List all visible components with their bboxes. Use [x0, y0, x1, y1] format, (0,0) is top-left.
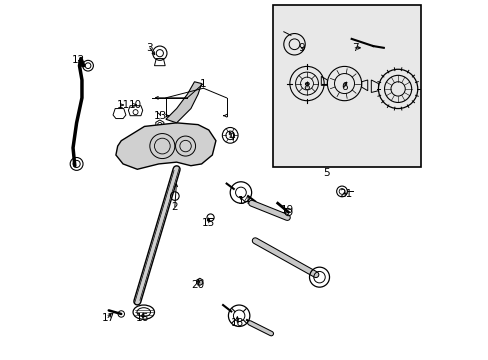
- Text: 7: 7: [351, 43, 358, 53]
- Text: 6: 6: [341, 82, 347, 92]
- Polygon shape: [116, 123, 216, 169]
- Text: 3: 3: [146, 43, 153, 53]
- Text: 2: 2: [171, 202, 178, 212]
- Text: 1: 1: [200, 78, 206, 89]
- Text: 8: 8: [303, 82, 310, 92]
- Text: 10: 10: [129, 100, 142, 110]
- Text: 17: 17: [101, 312, 114, 323]
- Polygon shape: [196, 278, 203, 285]
- Bar: [272, 5, 421, 167]
- Text: 11: 11: [116, 100, 129, 110]
- Text: 21: 21: [339, 189, 352, 199]
- Polygon shape: [165, 82, 201, 123]
- Text: 18: 18: [230, 318, 244, 328]
- Text: 15: 15: [202, 218, 215, 228]
- Text: 13: 13: [154, 111, 167, 121]
- Text: 19: 19: [280, 205, 293, 215]
- Text: 5: 5: [323, 168, 329, 178]
- Text: 20: 20: [191, 280, 204, 291]
- Text: 12: 12: [72, 55, 85, 65]
- Text: 14: 14: [237, 197, 251, 206]
- Text: 16: 16: [136, 312, 149, 323]
- Text: 9: 9: [298, 43, 305, 53]
- Text: 4: 4: [228, 132, 235, 142]
